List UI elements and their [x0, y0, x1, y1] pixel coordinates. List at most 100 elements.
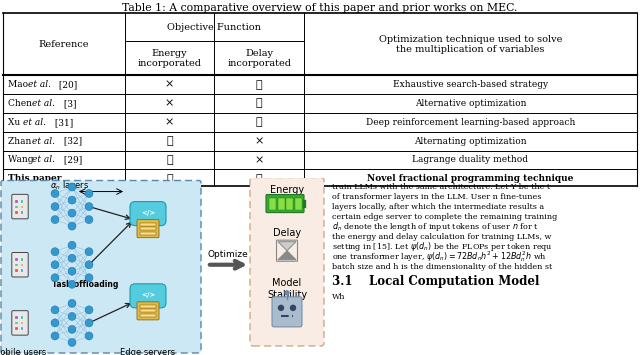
Circle shape — [68, 241, 76, 249]
Text: [31]: [31] — [52, 118, 73, 127]
Bar — [140, 223, 156, 226]
Text: et al.: et al. — [23, 118, 45, 127]
Text: Exhaustive search-based strategy: Exhaustive search-based strategy — [393, 80, 548, 89]
Circle shape — [68, 183, 76, 191]
Text: [20]: [20] — [56, 80, 77, 89]
Text: Model
Stability: Model Stability — [267, 278, 307, 300]
Bar — [20, 211, 23, 214]
Text: [29]: [29] — [61, 155, 83, 164]
Circle shape — [68, 312, 76, 321]
Bar — [15, 206, 17, 208]
Bar — [294, 197, 301, 209]
Bar — [278, 197, 285, 209]
FancyBboxPatch shape — [137, 220, 159, 237]
FancyBboxPatch shape — [137, 302, 159, 320]
FancyBboxPatch shape — [266, 195, 304, 213]
Text: $\alpha_n$ layers: $\alpha_n$ layers — [51, 179, 90, 192]
Circle shape — [51, 274, 59, 282]
Circle shape — [51, 215, 59, 224]
Text: et al.: et al. — [32, 137, 55, 146]
Bar — [15, 269, 17, 272]
Bar — [20, 327, 23, 330]
FancyBboxPatch shape — [272, 297, 302, 327]
Circle shape — [85, 203, 93, 211]
Text: Alternative optimization: Alternative optimization — [415, 99, 526, 108]
Bar — [20, 258, 23, 261]
Bar — [286, 197, 293, 209]
Circle shape — [85, 261, 93, 269]
Circle shape — [85, 306, 93, 314]
Text: [3]: [3] — [61, 99, 77, 108]
FancyBboxPatch shape — [1, 180, 201, 353]
Text: et al.: et al. — [28, 80, 51, 89]
Text: Optimization technique used to solve
the multiplication of variables: Optimization technique used to solve the… — [379, 34, 562, 54]
Text: ×: × — [165, 80, 174, 90]
FancyBboxPatch shape — [130, 202, 166, 226]
Text: Deep reinforcement learning-based approach: Deep reinforcement learning-based approa… — [365, 118, 575, 127]
Text: Alternating optimization: Alternating optimization — [414, 137, 527, 146]
Circle shape — [85, 215, 93, 224]
Text: layers locally, after which the intermediate results a: layers locally, after which the intermed… — [332, 203, 544, 211]
Circle shape — [51, 306, 59, 314]
Text: ✓: ✓ — [256, 80, 262, 90]
Polygon shape — [278, 242, 296, 251]
Text: et al.: et al. — [32, 99, 55, 108]
Circle shape — [68, 280, 76, 288]
Text: Table 1: A comparative overview of this paper and prior works on MEC.: Table 1: A comparative overview of this … — [122, 3, 518, 13]
Circle shape — [51, 190, 59, 197]
Text: Wang: Wang — [8, 155, 36, 164]
Bar — [20, 269, 23, 272]
Bar — [140, 232, 156, 235]
FancyBboxPatch shape — [130, 284, 166, 308]
Circle shape — [85, 190, 93, 197]
Bar — [15, 316, 17, 319]
Circle shape — [85, 274, 93, 282]
Bar — [15, 200, 17, 203]
Bar — [15, 322, 17, 324]
Text: of transformer layers in the LLM. User n fine-tunes: of transformer layers in the LLM. User n… — [332, 192, 541, 201]
Text: 3.1    Local Computation Model: 3.1 Local Computation Model — [332, 275, 540, 288]
Text: et al.: et al. — [32, 155, 55, 164]
Text: Lagrange duality method: Lagrange duality method — [412, 155, 529, 164]
Circle shape — [68, 222, 76, 230]
Circle shape — [68, 254, 76, 262]
Circle shape — [85, 332, 93, 340]
Text: [32]: [32] — [61, 137, 83, 146]
Text: ✓: ✓ — [166, 174, 173, 184]
Text: Chen: Chen — [8, 99, 35, 108]
Text: batch size and h is the dimensionality of the hidden st: batch size and h is the dimensionality o… — [332, 263, 552, 271]
Text: Optimize: Optimize — [207, 250, 248, 259]
FancyBboxPatch shape — [250, 178, 324, 346]
Text: ×: × — [165, 117, 174, 127]
Text: setting in [15]. Let $\psi(d_n)$ be the FLOPs per token requ: setting in [15]. Let $\psi(d_n)$ be the … — [332, 240, 553, 253]
Text: Delay
incorporated: Delay incorporated — [227, 49, 291, 68]
Circle shape — [51, 261, 59, 269]
Bar — [15, 258, 17, 261]
Text: ✓: ✓ — [256, 174, 262, 184]
Bar — [303, 200, 306, 208]
Text: ✓: ✓ — [256, 98, 262, 109]
Bar — [15, 327, 17, 330]
Bar — [15, 211, 17, 214]
Circle shape — [51, 319, 59, 327]
Bar — [140, 305, 156, 308]
Circle shape — [51, 332, 59, 340]
Text: ✓: ✓ — [166, 136, 173, 146]
Text: Task offloading: Task offloading — [52, 280, 118, 289]
Text: This paper: This paper — [8, 174, 62, 183]
Circle shape — [68, 338, 76, 346]
Circle shape — [68, 326, 76, 333]
FancyBboxPatch shape — [12, 194, 28, 219]
FancyBboxPatch shape — [12, 311, 28, 335]
Bar — [20, 322, 23, 324]
Text: ×: × — [165, 98, 174, 109]
Circle shape — [68, 267, 76, 275]
Text: </>: </> — [141, 292, 155, 298]
Circle shape — [51, 248, 59, 256]
Circle shape — [51, 203, 59, 211]
Text: Delay: Delay — [273, 228, 301, 237]
Text: Energy
incorporated: Energy incorporated — [138, 49, 202, 68]
Text: Zhan: Zhan — [8, 137, 35, 146]
Text: train LLMs with the same architecture. Let Y be the t: train LLMs with the same architecture. L… — [332, 182, 550, 191]
Circle shape — [285, 291, 289, 295]
